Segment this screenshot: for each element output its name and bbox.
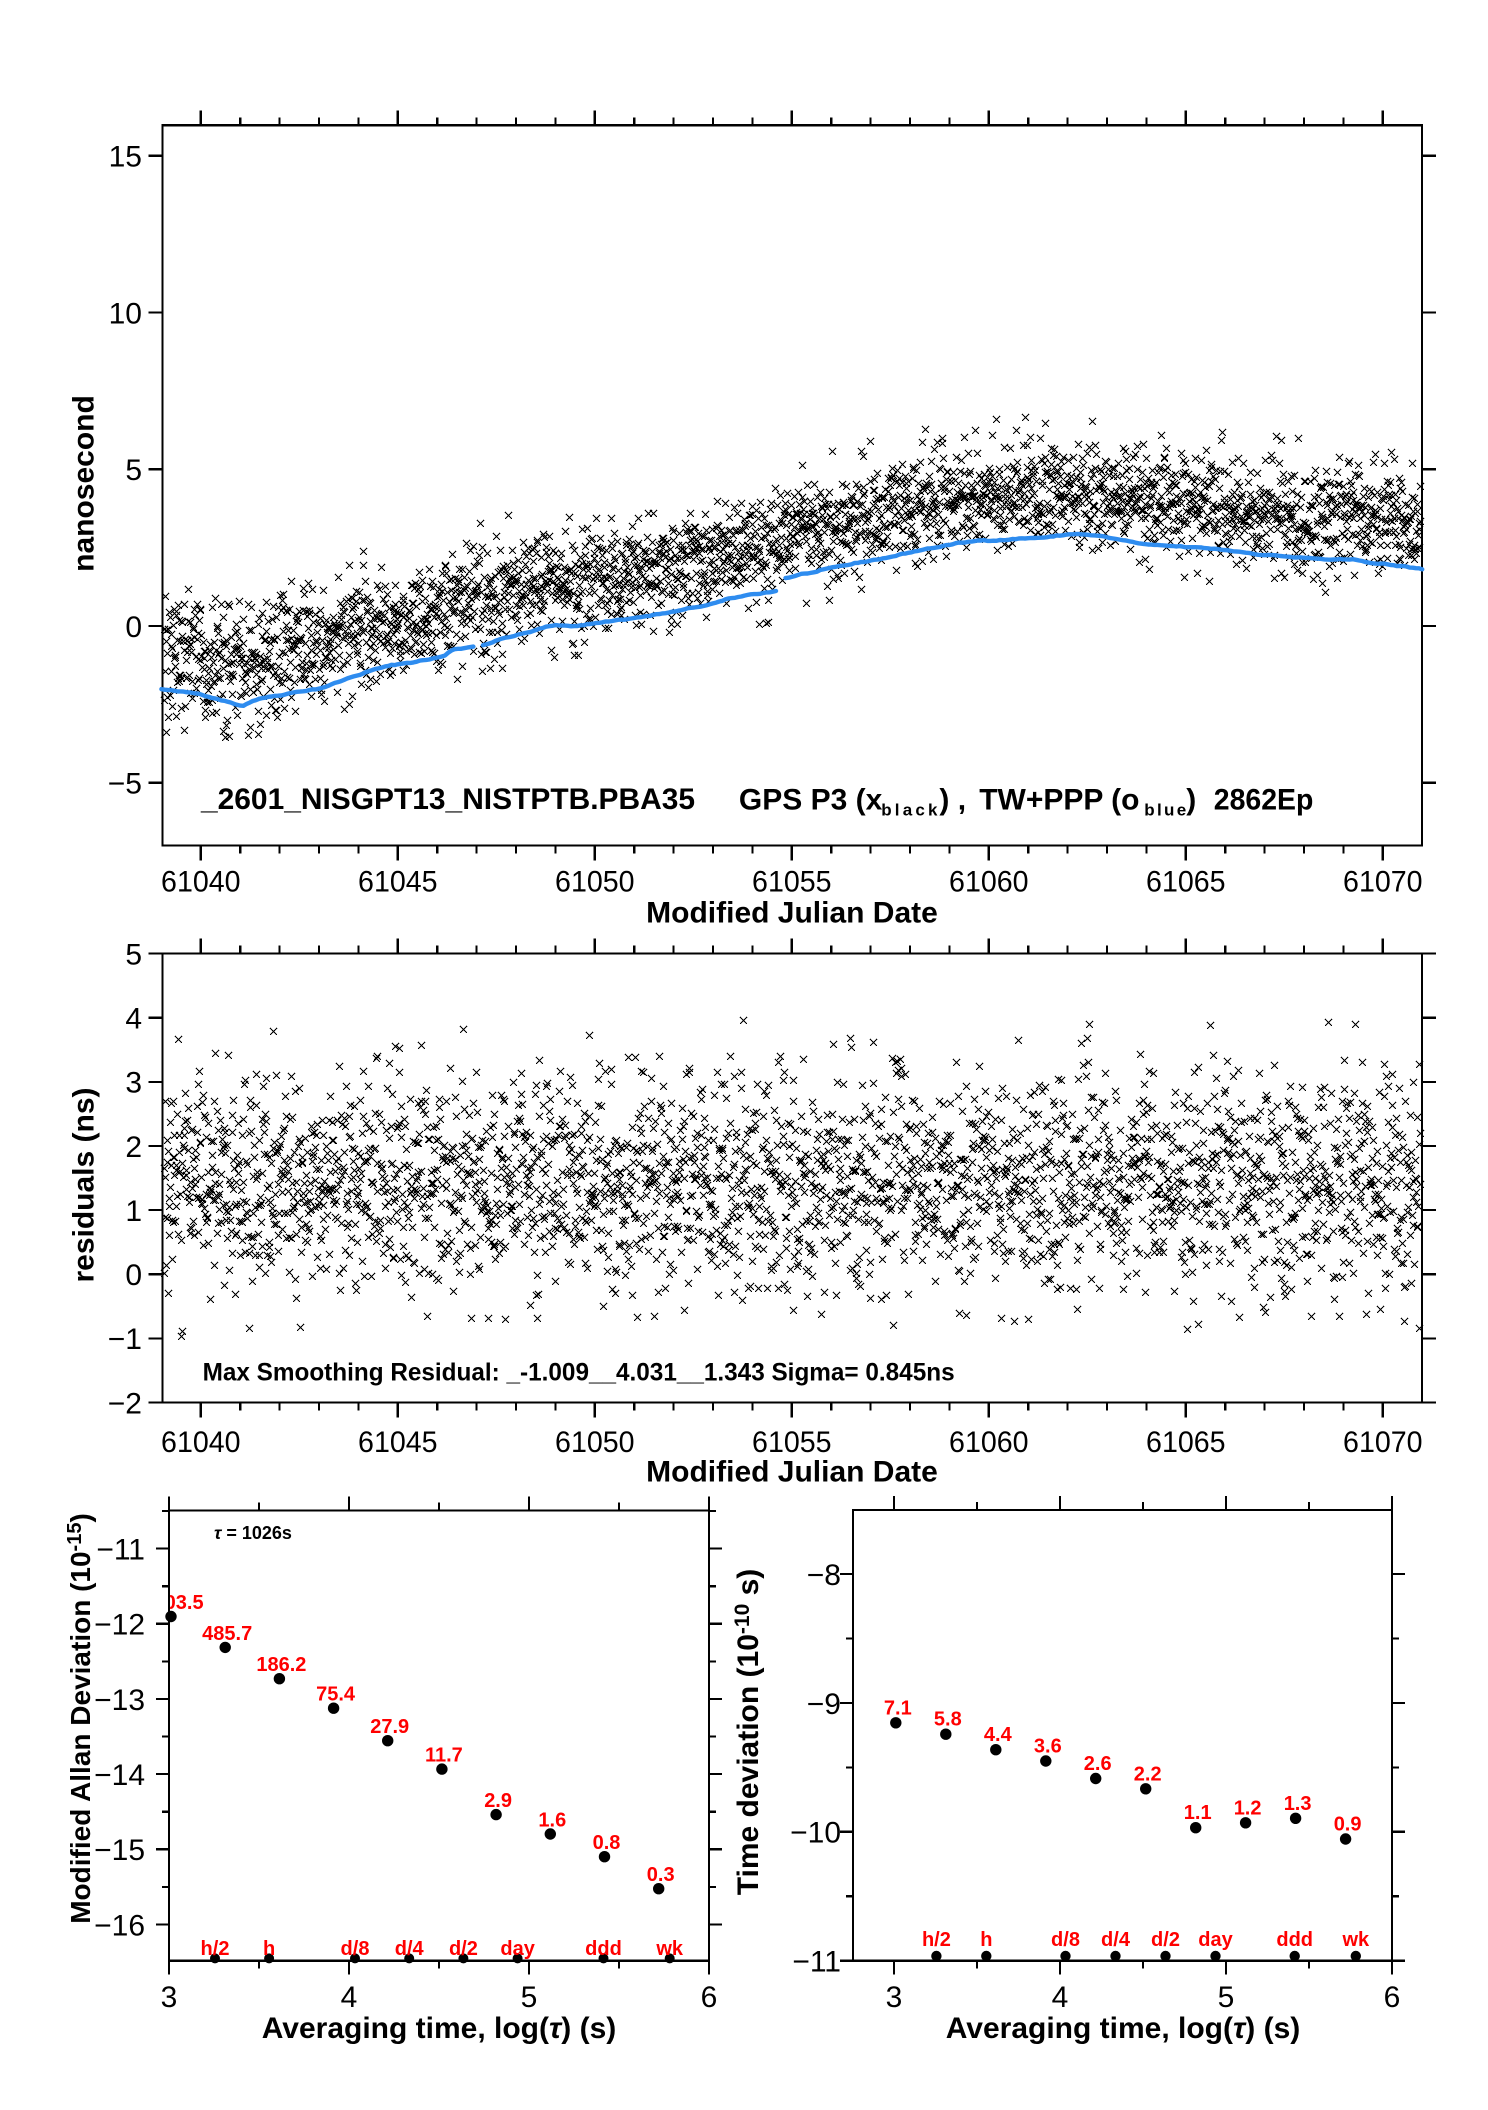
svg-text:−12: −12 <box>94 1609 145 1642</box>
svg-text:Modified Allan Deviation (10-1: Modified Allan Deviation (10-15) <box>64 1513 96 1924</box>
svg-text:5: 5 <box>521 1981 538 2014</box>
svg-text:d/4: d/4 <box>395 1938 425 1960</box>
svg-text:1303.5: 1303.5 <box>142 1592 203 1614</box>
svg-text:−14: −14 <box>94 1759 145 1792</box>
svg-text:day: day <box>500 1938 535 1960</box>
svg-text:residuals (ns): residuals (ns) <box>68 1087 101 1282</box>
svg-text:7.1: 7.1 <box>884 1697 912 1719</box>
svg-text:4: 4 <box>341 1981 358 2014</box>
svg-text:ddd: ddd <box>585 1938 622 1960</box>
svg-text:3: 3 <box>125 1067 142 1100</box>
svg-text:Max Smoothing Residual: _-1.00: Max Smoothing Residual: _-1.009__4.031__… <box>203 1359 955 1387</box>
svg-text:61055: 61055 <box>752 865 832 898</box>
svg-text:6: 6 <box>1384 1981 1401 2014</box>
svg-text:−1: −1 <box>108 1323 142 1356</box>
svg-text:3: 3 <box>886 1981 903 2014</box>
svg-text:5: 5 <box>1218 1981 1235 2014</box>
svg-text:61070: 61070 <box>1343 1426 1423 1459</box>
svg-text:−8: −8 <box>807 1559 841 1592</box>
svg-text:−10: −10 <box>790 1817 841 1850</box>
svg-text:_2601_NISGPT13_NISTPTB.PBA35: _2601_NISGPT13_NISTPTB.PBA35 <box>200 783 695 816</box>
svg-text:2862Ep: 2862Ep <box>1214 783 1314 816</box>
svg-text:2.6: 2.6 <box>1084 1753 1112 1775</box>
svg-text:−11: −11 <box>792 1946 841 1979</box>
svg-text:4.4: 4.4 <box>984 1724 1013 1746</box>
svg-text:ddd: ddd <box>1276 1929 1313 1951</box>
svg-text:61040: 61040 <box>161 1426 241 1459</box>
svg-text:Modified Julian Date: Modified Julian Date <box>646 1456 938 1489</box>
svg-text:Modified Julian Date: Modified Julian Date <box>646 897 938 930</box>
svg-text:5.8: 5.8 <box>934 1709 962 1731</box>
svg-text:61040: 61040 <box>161 865 241 898</box>
svg-text:3: 3 <box>161 1981 178 2014</box>
svg-text:3.6: 3.6 <box>1034 1736 1062 1758</box>
svg-text:blue: blue <box>1144 801 1188 820</box>
svg-text:6: 6 <box>701 1981 718 2014</box>
svg-text:) ,: ) , <box>939 783 966 816</box>
svg-text:τ = 1026s: τ = 1026s <box>214 1523 292 1543</box>
svg-text:h: h <box>980 1929 992 1951</box>
svg-text:61060: 61060 <box>949 1426 1029 1459</box>
svg-text:d/8: d/8 <box>341 1938 370 1960</box>
svg-text:TW+PPP (o: TW+PPP (o <box>979 783 1139 816</box>
svg-text:4: 4 <box>125 1003 142 1036</box>
svg-text:−16: −16 <box>94 1909 145 1942</box>
svg-text:d/2: d/2 <box>1151 1929 1180 1951</box>
svg-text:−11: −11 <box>96 1533 145 1566</box>
svg-text:61065: 61065 <box>1146 865 1226 898</box>
svg-text:11.7: 11.7 <box>425 1745 463 1767</box>
svg-text:0.8: 0.8 <box>593 1832 621 1854</box>
svg-text:61065: 61065 <box>1146 1426 1226 1459</box>
svg-text:1.6: 1.6 <box>538 1810 566 1832</box>
svg-text:black: black <box>881 801 940 820</box>
svg-text:d/4: d/4 <box>1101 1929 1131 1951</box>
svg-text:61045: 61045 <box>358 1426 438 1459</box>
svg-text:−13: −13 <box>94 1684 145 1717</box>
svg-text:−2: −2 <box>108 1387 142 1420</box>
svg-text:61050: 61050 <box>555 865 635 898</box>
svg-text:h/2: h/2 <box>201 1938 230 1960</box>
svg-text:nanosecond: nanosecond <box>68 395 101 572</box>
svg-text:1: 1 <box>125 1195 142 1228</box>
svg-text:2.2: 2.2 <box>1134 1763 1162 1785</box>
svg-text:61060: 61060 <box>949 865 1029 898</box>
svg-text:0: 0 <box>125 611 142 644</box>
svg-text:0.9: 0.9 <box>1334 1814 1362 1836</box>
svg-text:0.3: 0.3 <box>647 1864 675 1886</box>
svg-text:−15: −15 <box>94 1834 145 1867</box>
svg-text:): ) <box>1186 783 1196 816</box>
svg-text:day: day <box>1198 1929 1233 1951</box>
svg-text:75.4: 75.4 <box>316 1684 356 1706</box>
svg-text:Averaging time, log(τ) (s): Averaging time, log(τ) (s) <box>262 2012 617 2045</box>
svg-text:485.7: 485.7 <box>202 1623 252 1645</box>
svg-text:1.1: 1.1 <box>1184 1802 1212 1824</box>
svg-text:5: 5 <box>125 454 142 487</box>
svg-text:1.3: 1.3 <box>1284 1793 1312 1815</box>
svg-text:−9: −9 <box>807 1688 841 1721</box>
svg-text:Averaging time, log(τ) (s): Averaging time, log(τ) (s) <box>946 2012 1301 2045</box>
svg-text:1.2: 1.2 <box>1234 1797 1262 1819</box>
svg-text:wk: wk <box>1341 1929 1370 1951</box>
svg-text:15: 15 <box>109 141 142 174</box>
svg-text:wk: wk <box>655 1938 684 1960</box>
svg-text:27.9: 27.9 <box>370 1716 409 1738</box>
svg-text:GPS P3 (x: GPS P3 (x <box>739 783 883 816</box>
svg-text:186.2: 186.2 <box>256 1654 306 1676</box>
svg-text:h: h <box>263 1938 275 1960</box>
svg-text:0: 0 <box>125 1259 142 1292</box>
svg-text:d/2: d/2 <box>449 1938 478 1960</box>
svg-text:10: 10 <box>109 297 142 330</box>
svg-text:61055: 61055 <box>752 1426 832 1459</box>
svg-text:61070: 61070 <box>1343 865 1423 898</box>
svg-text:4: 4 <box>1052 1981 1069 2014</box>
svg-text:61045: 61045 <box>358 865 438 898</box>
svg-text:5: 5 <box>125 938 142 971</box>
svg-text:61050: 61050 <box>555 1426 635 1459</box>
svg-text:−5: −5 <box>108 768 142 801</box>
svg-text:d/8: d/8 <box>1051 1929 1080 1951</box>
svg-text:2.9: 2.9 <box>484 1790 512 1812</box>
svg-text:h/2: h/2 <box>922 1929 951 1951</box>
svg-text:2: 2 <box>125 1131 142 1164</box>
